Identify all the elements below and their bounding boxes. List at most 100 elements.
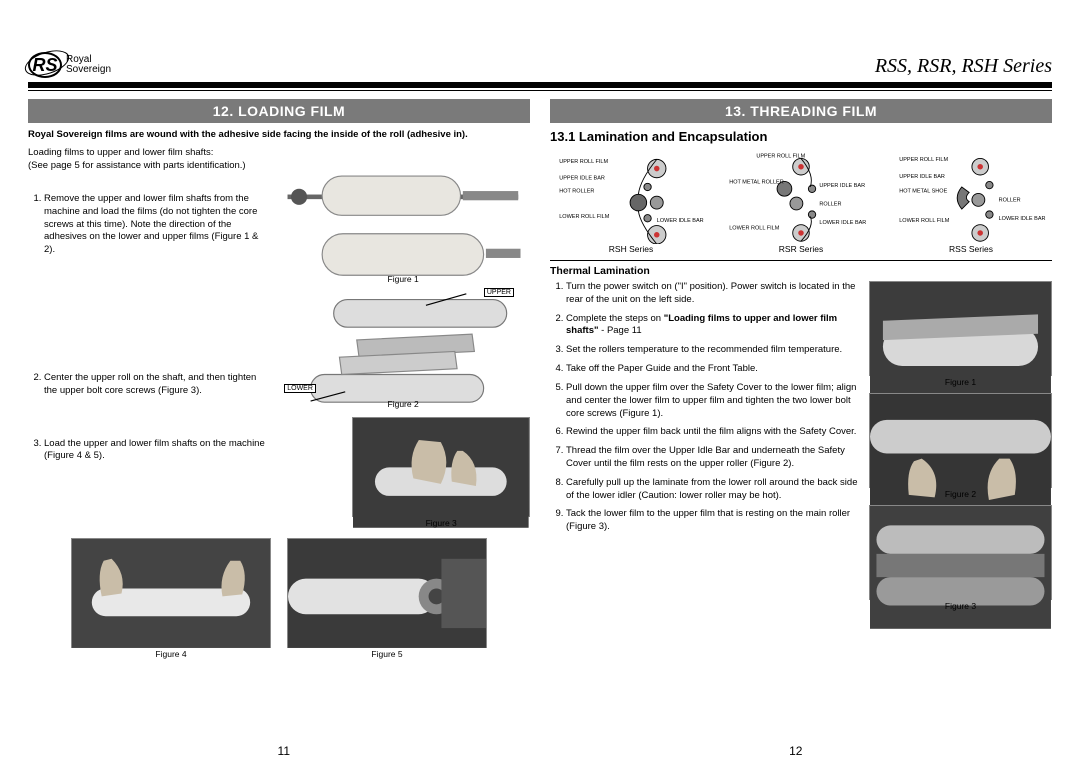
right-column: 13. THREADING FILM 13.1 Lamination and E… — [550, 99, 1052, 738]
upper-label: UPPER — [484, 288, 514, 297]
thermal-text: Turn the power switch on ("I" position).… — [550, 281, 861, 611]
diag-label: HOT METAL SHOE — [899, 188, 947, 194]
rule-thin — [28, 90, 1052, 91]
figure-3: Figure 3 — [352, 417, 530, 528]
figure-4-caption: Figure 4 — [155, 649, 186, 659]
hands-tighten-icon — [353, 418, 529, 528]
figure-1-image — [276, 153, 530, 273]
diag-label: UPPER IDLE BAR — [559, 176, 605, 182]
loading-photo-row: Figure 4 Figure 5 — [28, 538, 530, 659]
lower-label: LOWER — [284, 384, 316, 393]
diag-label: ROLLER — [819, 201, 841, 207]
lead-in: Loading films to upper and lower film sh… — [28, 147, 270, 160]
right-figure-1-caption: Figure 1 — [945, 377, 976, 387]
thermal-step-7: Thread the film over the Upper Idle Bar … — [566, 445, 861, 471]
figure-2: UPPER LOWER Figure 2 — [276, 288, 530, 409]
page-header: RS Royal Sovereign RSS, RSR, RSH Series — [28, 20, 1052, 78]
diag-label: UPPER ROLL FILM — [899, 157, 948, 163]
upper-lower-rolls-icon — [276, 288, 530, 415]
loading-body: Loading films to upper and lower film sh… — [28, 147, 530, 528]
figure-2-image — [276, 288, 530, 398]
thermal-figures: Figure 1 Figure 2 — [869, 281, 1052, 611]
figure-5-image — [287, 538, 487, 648]
page-numbers: 11 12 — [28, 744, 1052, 758]
section-heading-threading: 13. THREADING FILM — [550, 99, 1052, 123]
loading-step-3: Load the upper and lower film shafts on … — [44, 438, 270, 464]
threading-diagrams: UPPER ROLL FILM UPPER IDLE BAR HOT ROLLE… — [550, 152, 1052, 254]
figure-1-caption: Figure 1 — [388, 274, 419, 284]
diag-label: LOWER IDLE BAR — [657, 218, 704, 224]
thermal-step-2: Complete the steps on "Loading films to … — [566, 313, 861, 339]
logo-text: Royal Sovereign — [66, 55, 111, 75]
figure-4-image — [71, 538, 271, 648]
loading-text: Loading films to upper and lower film sh… — [28, 147, 270, 528]
right-figure-1-image — [869, 281, 1052, 376]
loading-steps: Remove the upper and lower film shafts f… — [28, 193, 270, 463]
right-figure-2-image — [869, 393, 1052, 488]
diag-label: UPPER IDLE BAR — [899, 174, 945, 180]
rsr-diagram-icon: UPPER ROLL FILM HOT METAL ROLLER UPPER I… — [720, 152, 882, 244]
thermal-step-5: Pull down the upper film over the Safety… — [566, 382, 861, 420]
page-number-left: 11 — [278, 744, 290, 758]
diag-label: UPPER ROLL FILM — [559, 159, 608, 165]
loading-figures: Figure 1 — [276, 147, 530, 528]
thermal-step-6: Rewind the upper film back until the fil… — [566, 426, 861, 439]
right-figure-3-caption: Figure 3 — [945, 601, 976, 611]
page-number-right: 12 — [789, 744, 802, 758]
thermal-step-8: Carefully pull up the laminate from the … — [566, 477, 861, 503]
right-figure-2-caption: Figure 2 — [945, 489, 976, 499]
right-figure-3: Figure 3 — [869, 505, 1052, 611]
diag-label: LOWER ROLL FILM — [559, 214, 609, 220]
step2-pre: Complete the steps on — [566, 313, 664, 324]
thermal-body: Turn the power switch on ("I" position).… — [550, 281, 1052, 611]
diagram-caption: RSS Series — [949, 244, 993, 254]
left-column: 12. LOADING FILM Royal Sovereign films a… — [28, 99, 530, 738]
diagram-caption: RSR Series — [779, 244, 823, 254]
thermal-step-9: Tack the lower film to the upper film th… — [566, 508, 861, 534]
logo-line2: Sovereign — [66, 65, 111, 75]
section-heading-loading: 12. LOADING FILM — [28, 99, 530, 123]
figure-4: Figure 4 — [71, 538, 271, 659]
series-title: RSS, RSR, RSH Series — [875, 55, 1052, 78]
diagram-caption: RSH Series — [609, 244, 653, 254]
brand-logo: RS Royal Sovereign — [28, 52, 111, 78]
roller-shaft-icon — [276, 153, 530, 291]
figure-5-caption: Figure 5 — [371, 649, 402, 659]
thermal-step-3: Set the rollers temperature to the recom… — [566, 344, 861, 357]
figure-2-caption: Figure 2 — [388, 399, 419, 409]
right-figure-1: Figure 1 — [869, 281, 1052, 387]
right-figure-3-image — [869, 505, 1052, 600]
figure-5: Figure 5 — [287, 538, 487, 659]
roll-end-icon — [288, 539, 486, 648]
loading-step-1: Remove the upper and lower film shafts f… — [44, 193, 270, 257]
intro-text: Royal Sovereign films are wound with the… — [28, 129, 530, 141]
rule-thin — [550, 260, 1052, 261]
logo-mark: RS — [28, 52, 62, 78]
rsh-diagram-icon: UPPER ROLL FILM UPPER IDLE BAR HOT ROLLE… — [550, 152, 712, 244]
diag-label: HOT METAL ROLLER — [729, 179, 783, 185]
thermal-steps: Turn the power switch on ("I" position).… — [550, 281, 861, 534]
thermal-step-1: Turn the power switch on ("I" position).… — [566, 281, 861, 307]
diagram-rsh: UPPER ROLL FILM UPPER IDLE BAR HOT ROLLE… — [550, 152, 712, 254]
rss-diagram-icon: UPPER ROLL FILM UPPER IDLE BAR HOT METAL… — [890, 152, 1052, 244]
manual-page: RS Royal Sovereign RSS, RSR, RSH Series … — [0, 0, 1080, 768]
diag-label: LOWER IDLE BAR — [819, 220, 866, 226]
diagram-rss: UPPER ROLL FILM UPPER IDLE BAR HOT METAL… — [890, 152, 1052, 254]
thermal-step-4: Take off the Paper Guide and the Front T… — [566, 363, 861, 376]
diag-label: HOT ROLLER — [559, 188, 594, 194]
step2-post: - Page 11 — [599, 325, 642, 336]
diag-label: LOWER ROLL FILM — [729, 225, 779, 231]
diag-label: UPPER IDLE BAR — [819, 183, 865, 189]
diag-label: LOWER IDLE BAR — [999, 216, 1046, 222]
diag-label: UPPER ROLL FILM — [756, 154, 805, 160]
diag-label: ROLLER — [999, 198, 1021, 204]
figure-1: Figure 1 — [276, 153, 530, 284]
thermal-heading: Thermal Lamination — [550, 265, 1052, 277]
diagram-rsr: UPPER ROLL FILM HOT METAL ROLLER UPPER I… — [720, 152, 882, 254]
figure-3-caption: Figure 3 — [426, 518, 457, 528]
loading-step-2: Center the upper roll on the shaft, and … — [44, 372, 270, 398]
right-figure-2: Figure 2 — [869, 393, 1052, 499]
lead-note: (See page 5 for assistance with parts id… — [28, 160, 270, 173]
rule-thick — [28, 82, 1052, 88]
mounting-roll-icon — [72, 539, 270, 648]
